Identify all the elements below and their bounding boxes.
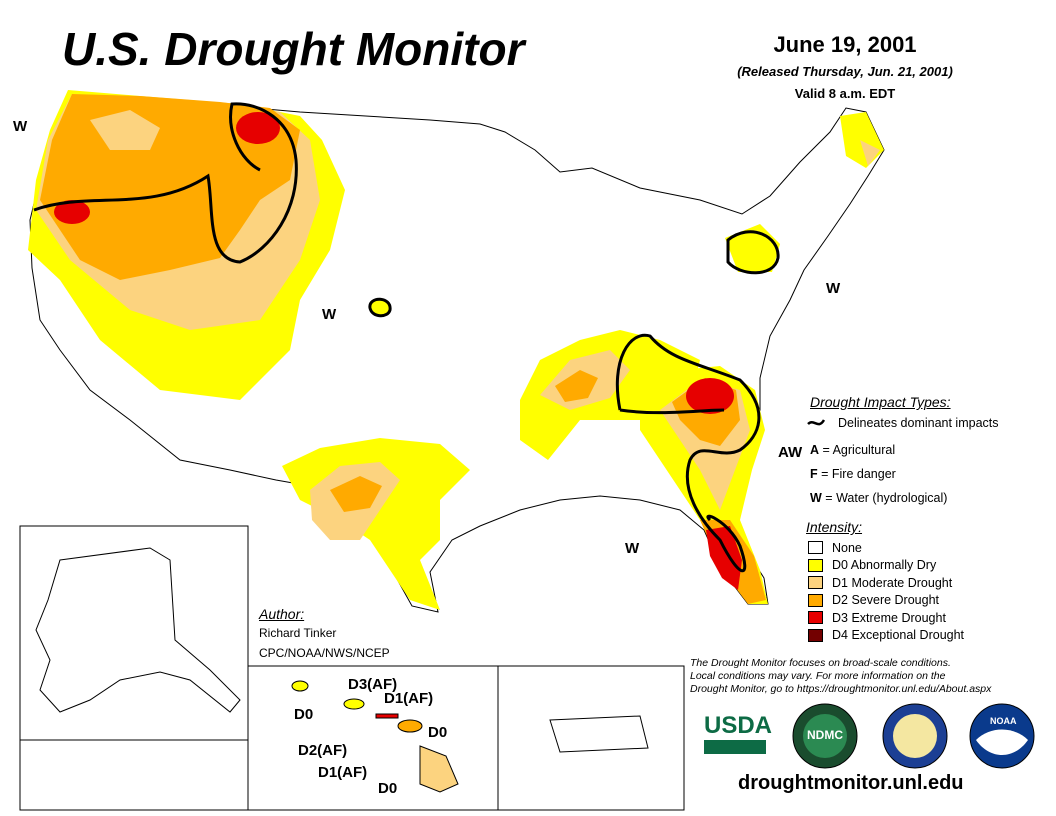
label-w-south: W <box>625 540 640 557</box>
legend-label: D3 Extreme Drought <box>832 610 946 625</box>
hawaii-label-d0-left: D0 <box>294 706 314 723</box>
impact-line-sample-icon <box>807 419 826 426</box>
hawaii-label-d1af-bottom: D1(AF) <box>318 764 368 781</box>
puerto-rico <box>549 715 649 753</box>
noaa-logo <box>969 703 1035 769</box>
plains-d0 <box>370 300 390 316</box>
legend-item-d1: D1 Moderate Drought <box>808 574 964 592</box>
alaska-outline <box>35 547 241 713</box>
hawaii-label-d1af-top: D1(AF) <box>384 690 434 707</box>
footer-url[interactable]: droughtmonitor.unl.edu <box>738 772 964 794</box>
impact-lines <box>33 102 780 573</box>
impact-type-fire: F = Fire danger <box>810 467 896 481</box>
impact-types-heading: Drought Impact Types: <box>810 394 951 410</box>
sw-d2-area <box>330 476 382 512</box>
legend-label: D1 Moderate Drought <box>832 575 953 590</box>
legend-label: D0 Abnormally Dry <box>832 558 937 573</box>
carolina-d3 <box>686 378 734 414</box>
impact-type-agricultural: A = Agricultural <box>810 443 895 457</box>
impact-code: A <box>810 443 820 457</box>
ndmc-logo-text: NDMC <box>807 728 843 742</box>
nw-d1-patch <box>90 110 160 150</box>
legend-label: None <box>832 540 862 555</box>
legend-item-d0: D0 Abnormally Dry <box>808 557 964 575</box>
label-w-northwest: W <box>13 118 28 135</box>
author-name: Richard Tinker <box>259 626 337 640</box>
legend-swatch <box>808 541 823 555</box>
author-org: CPC/NOAA/NWS/NCEP <box>259 646 390 660</box>
disclaimer-line: Drought Monitor, go to https://droughtmo… <box>690 683 992 695</box>
map-date: June 19, 2001 <box>773 32 917 57</box>
disclaimer-line: The Drought Monitor focuses on broad-sca… <box>690 657 951 669</box>
maine-d1 <box>860 140 880 166</box>
label-w-plains: W <box>322 306 337 323</box>
legend-label: D4 Exceptional Drought <box>832 628 965 643</box>
impact-code: F <box>810 467 818 481</box>
legend-label: D2 Severe Drought <box>832 593 940 608</box>
legend-item-d2: D2 Severe Drought <box>808 592 964 610</box>
legend-item-none: None <box>808 539 964 557</box>
hawaii-oahu <box>343 698 365 710</box>
legend-swatch <box>808 593 823 607</box>
hawaii-label-d2af: D2(AF) <box>298 742 348 759</box>
legend-swatch <box>808 558 823 572</box>
label-aw-southeast: AW <box>778 444 803 461</box>
hawaii-molokai <box>375 713 399 719</box>
label-w-northeast: W <box>826 280 841 297</box>
map-title: U.S. Drought Monitor <box>62 23 525 75</box>
florida-d3 <box>706 526 742 590</box>
ndmc-logo <box>792 703 858 769</box>
impact-text: Agricultural <box>832 443 896 457</box>
legend-item-d3: D3 Extreme Drought <box>808 609 964 627</box>
legend-item-d4: D4 Exceptional Drought <box>808 627 964 645</box>
hawaii-label-d0-right: D0 <box>428 724 448 741</box>
impact-text: Fire danger <box>831 467 896 481</box>
impact-type-water: W = Water (hydrological) <box>810 491 947 505</box>
hawaii-big-island <box>419 745 459 793</box>
midsouth-d2-area <box>555 370 598 402</box>
release-date: (Released Thursday, Jun. 21, 2001) <box>737 64 953 79</box>
oregon-d3 <box>54 200 90 224</box>
impact-code: W <box>810 491 822 505</box>
hawaii-maui <box>397 719 423 733</box>
impact-line-label: Delineates dominant impacts <box>838 416 999 430</box>
valid-time: Valid 8 a.m. EDT <box>794 86 896 101</box>
disclaimer: The Drought Monitor focuses on broad-sca… <box>690 657 1035 696</box>
legend-swatch <box>808 628 823 642</box>
usda-logo <box>704 740 766 754</box>
montana-d3 <box>236 112 280 144</box>
noaa-logo-text: NOAA <box>990 716 1017 726</box>
commerce-seal <box>882 703 948 769</box>
impact-sep: = <box>819 443 833 457</box>
hawaii-label-d0-bottom: D0 <box>378 780 398 797</box>
legend-swatch <box>808 611 823 625</box>
intensity-heading: Intensity: <box>806 519 863 535</box>
hawaii-label-d3af: D3(AF) <box>348 676 398 693</box>
author-heading: Author: <box>259 606 305 622</box>
impact-sep: = <box>817 467 832 481</box>
intensity-legend: None D0 Abnormally Dry D1 Moderate Droug… <box>808 539 964 644</box>
hawaii-inset-frame <box>247 665 499 811</box>
hawaii-kauai <box>291 680 309 692</box>
disclaimer-line: Local conditions may vary. For more info… <box>690 670 946 682</box>
impact-sep: = <box>821 491 837 505</box>
legend-swatch <box>808 576 823 590</box>
usda-logo-text: USDA <box>704 712 773 739</box>
impact-text: Water (hydrological) <box>836 491 948 505</box>
